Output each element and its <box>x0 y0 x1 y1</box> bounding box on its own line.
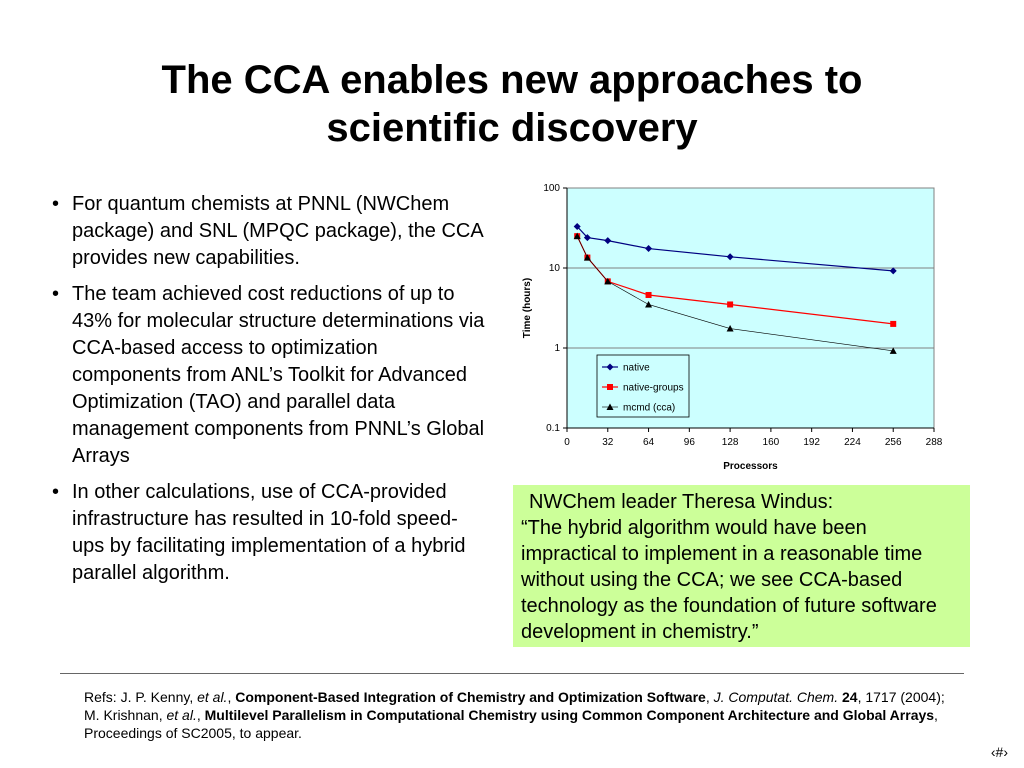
legend-marker <box>606 363 614 371</box>
data-point <box>583 254 591 261</box>
y-axis-label: Time (hours) <box>522 278 533 338</box>
divider-line <box>60 673 964 674</box>
legend-marker <box>607 384 613 390</box>
x-tick-label: 32 <box>602 437 614 448</box>
legend-marker <box>606 403 614 410</box>
data-point <box>645 291 652 298</box>
quote-text: “The hybrid algorithm would have been im… <box>521 517 937 643</box>
x-tick-label: 64 <box>643 437 655 448</box>
quote-box: NWChem leader Theresa Windus: “The hybri… <box>513 485 970 647</box>
data-point <box>889 347 897 354</box>
x-tick-label: 288 <box>926 437 943 448</box>
bullet-text: In other calculations, use of CCA-provid… <box>72 481 466 584</box>
refs-prefix: Refs: J. P. Kenny, <box>84 689 198 705</box>
references: Refs: J. P. Kenny, et al., Component-Bas… <box>84 688 964 742</box>
y-tick-label: 100 <box>543 183 560 194</box>
data-point <box>889 267 897 275</box>
slide-number: ‹#› <box>990 744 1008 760</box>
timing-chart: 0.1 1 10 100 0 32 64 96 128 160 192 224 256 288 Proces… <box>522 183 943 472</box>
refs-volume: 24 <box>842 689 858 705</box>
bullet-item: • In other calculations, use of CCA-prov… <box>48 479 488 587</box>
quote-heading: NWChem leader Theresa Windus: <box>529 491 834 513</box>
data-point <box>890 320 897 327</box>
slide-title: The CCA enables new approaches to scient… <box>161 58 863 150</box>
bullet-item: • The team achieved cost reductions of u… <box>48 281 488 470</box>
data-point <box>604 237 612 245</box>
y-tick-label: 10 <box>549 263 561 274</box>
y-tick-label: 1 <box>554 343 560 354</box>
data-point <box>726 325 734 332</box>
data-point <box>645 300 653 308</box>
bullet-glyph: • <box>52 283 60 305</box>
series-line-native <box>576 226 894 272</box>
data-point <box>727 301 734 308</box>
series-line-mcmd-cca- <box>576 236 894 352</box>
data-point <box>645 245 653 253</box>
bullet-item: • For quantum chemists at PNNL (NWChem p… <box>48 191 488 272</box>
bullet-text: The team achieved cost reductions of up … <box>72 283 485 467</box>
refs-journal: J. Computat. Chem. <box>713 689 839 705</box>
refs-comma-2: , <box>705 689 714 705</box>
data-point <box>604 277 612 285</box>
legend-label: native-groups <box>623 383 684 394</box>
y-tick-label: 0.1 <box>546 423 560 434</box>
data-point <box>573 232 581 240</box>
bullet-glyph: • <box>52 193 60 215</box>
data-point <box>583 234 591 242</box>
refs-comma-3: , <box>196 707 205 723</box>
bullet-glyph: • <box>52 481 60 503</box>
refs-etal-2: et al. <box>166 707 197 723</box>
data-point <box>726 253 734 261</box>
x-tick-label: 96 <box>684 437 696 448</box>
x-axis-label: Processors <box>723 461 778 472</box>
x-tick-label: 128 <box>722 437 739 448</box>
x-tick-label: 160 <box>763 437 780 448</box>
x-tick-label: 192 <box>803 437 820 448</box>
x-tick-label: 0 <box>564 437 570 448</box>
refs-paper1-title: Component-Based Integration of Chemistry… <box>235 689 706 705</box>
refs-paper1-rest: , 1717 (2004); M. Krishnan, <box>84 689 945 723</box>
refs-comma-1: , <box>227 689 236 705</box>
bullet-list: • For quantum chemists at PNNL (NWChem p… <box>48 191 488 596</box>
refs-etal-1: et al. <box>197 689 228 705</box>
refs-paper2-rest: , Proceedings of SC2005, to appear. <box>84 707 938 741</box>
x-tick-label: 224 <box>844 437 861 448</box>
legend-label: mcmd (cca) <box>623 403 675 414</box>
x-tick-label: 256 <box>885 437 902 448</box>
legend-label: native <box>623 363 650 374</box>
refs-paper2-title: Multilevel Parallelism in Computational … <box>204 707 935 723</box>
bullet-text: For quantum chemists at PNNL (NWChem pac… <box>72 193 483 269</box>
data-point <box>573 223 581 231</box>
